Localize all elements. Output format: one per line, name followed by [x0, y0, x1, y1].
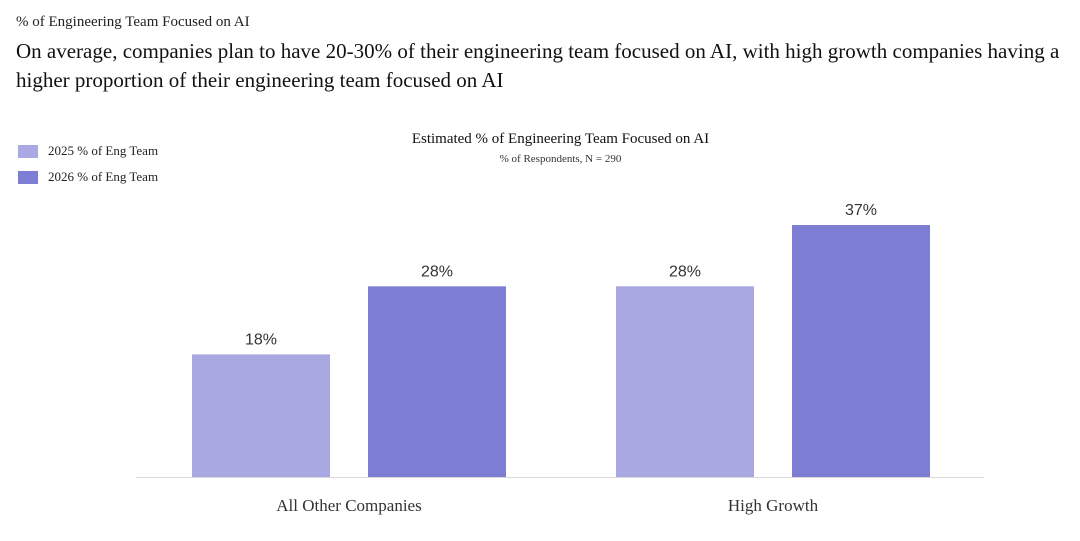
- legend-swatch-2025: [18, 144, 38, 158]
- bar-value-label: 37%: [845, 202, 877, 219]
- bar-all-other-2026: [368, 286, 506, 477]
- category-label: All Other Companies: [276, 496, 421, 515]
- bar-high-growth-2026: [792, 225, 930, 477]
- chart-title: Estimated % of Engineering Team Focused …: [411, 131, 710, 147]
- legend: 2025 % of Eng Team 2026 % of Eng Team: [18, 138, 158, 190]
- legend-item-2026: 2026 % of Eng Team: [18, 164, 158, 190]
- legend-item-2025: 2025 % of Eng Team: [18, 138, 158, 164]
- legend-swatch-2026: [18, 170, 38, 184]
- chart-headline: On average, companies plan to have 20-30…: [16, 39, 1060, 92]
- chart-subtitle: % of Respondents, N = 290: [499, 153, 622, 165]
- legend-label-2026: 2026 % of Eng Team: [48, 169, 159, 184]
- bar-all-other-2025: [192, 354, 330, 477]
- chart-eyebrow: % of Engineering Team Focused on AI: [16, 14, 250, 30]
- bar-value-label: 18%: [245, 331, 277, 348]
- bar-value-label: 28%: [421, 263, 453, 280]
- category-label: High Growth: [728, 496, 819, 515]
- bar-value-label: 28%: [669, 263, 701, 280]
- legend-label-2025: 2025 % of Eng Team: [48, 143, 159, 158]
- bar-high-growth-2025: [616, 286, 754, 477]
